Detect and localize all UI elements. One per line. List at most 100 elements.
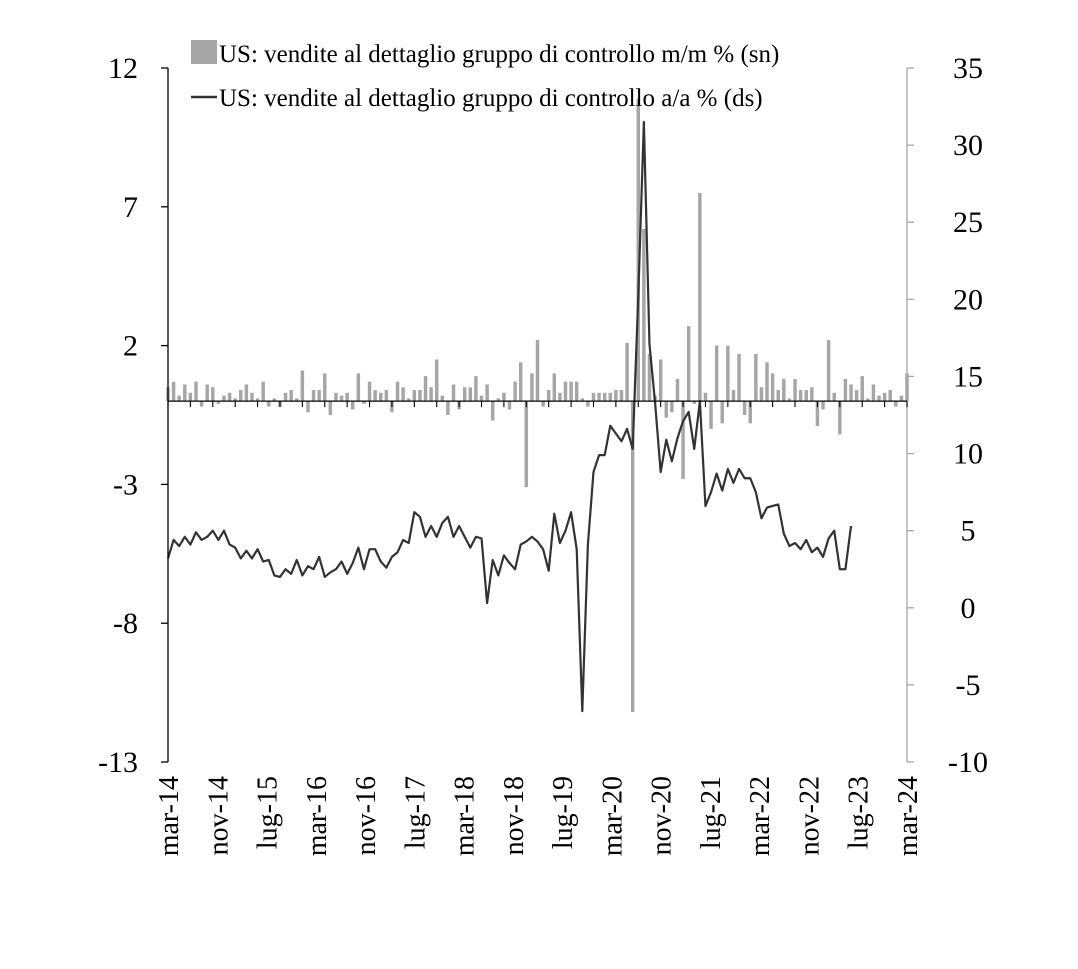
bar-mom	[379, 392, 383, 402]
x-tick-label: nov-16	[351, 776, 382, 855]
bar-mom	[524, 401, 529, 488]
bar-mom	[714, 345, 719, 402]
bar-mom	[804, 390, 808, 402]
x-tick-label: lug-23	[844, 776, 875, 849]
y-left-tick-label: -3	[113, 468, 138, 501]
bar-mom	[569, 381, 573, 402]
bar-mom	[440, 395, 445, 402]
legend-bar-swatch	[191, 40, 217, 64]
bar-mom	[664, 401, 668, 418]
bar-mom	[849, 384, 853, 402]
x-tick-label: nov-18	[499, 776, 530, 855]
legend: US: vendite al dettaglio gruppo di contr…	[191, 40, 779, 112]
bar-mom	[446, 401, 450, 415]
y-right-tick-label: 15	[953, 360, 983, 393]
bar-mom	[490, 401, 495, 421]
bar-mom	[838, 401, 842, 435]
bar-mom	[496, 398, 501, 402]
bar-mom	[485, 384, 489, 402]
legend-line-label: US: vendite al dettaglio gruppo di contr…	[219, 85, 763, 112]
bar-mom	[306, 401, 310, 413]
bar-mom	[625, 342, 629, 402]
bar-mom	[731, 390, 736, 402]
bar-mom	[188, 392, 193, 402]
bar-mom	[462, 387, 467, 402]
bar-mom	[597, 392, 601, 402]
bar-mom	[832, 392, 836, 402]
bar-mom	[866, 398, 870, 402]
y-right-tick-label: 25	[953, 206, 983, 239]
x-tick-label: nov-20	[647, 776, 678, 855]
bar-mom	[591, 392, 596, 402]
bar-mom	[776, 390, 780, 402]
bar-mom	[737, 353, 741, 402]
bar-mom	[239, 390, 243, 402]
bar-mom	[681, 401, 685, 479]
bar-mom	[580, 398, 585, 402]
bar-mom	[860, 376, 864, 402]
bar-mom	[541, 401, 545, 407]
bar-mom	[843, 378, 848, 402]
y-left-tick-label: 12	[108, 52, 138, 85]
line-yoy	[166, 120, 853, 713]
x-tick-label: lug-21	[696, 776, 727, 849]
bar-mom	[418, 390, 422, 402]
bar-mom	[423, 376, 428, 402]
x-tick-label: mar-18	[450, 776, 481, 856]
bar-mom	[177, 395, 181, 402]
bar-mom	[373, 390, 377, 402]
bar-mom	[502, 392, 506, 402]
bar-mom	[250, 392, 254, 402]
bar-mom	[295, 398, 299, 402]
bar-mom	[323, 373, 327, 402]
bar-mom	[244, 384, 249, 402]
bar-mom	[642, 229, 646, 402]
bar-mom	[513, 381, 517, 402]
bar-mom	[351, 401, 355, 410]
bar-mom	[586, 401, 590, 407]
bar-mom	[630, 401, 635, 713]
bar-mom	[412, 390, 417, 402]
bar-mom	[826, 340, 831, 402]
bar-mom	[815, 401, 820, 427]
x-tick-label: lug-17	[400, 776, 431, 849]
bar-mom	[407, 398, 411, 402]
bar-mom	[552, 373, 557, 402]
bar-mom	[384, 390, 389, 402]
bar-mom	[636, 98, 641, 402]
bar-mom	[367, 381, 372, 402]
bar-mom	[199, 401, 204, 407]
bar-mom	[479, 395, 484, 402]
y-right-tick-label: 5	[961, 515, 976, 548]
bar-mom	[782, 378, 786, 402]
y-right-tick-label: 20	[953, 283, 983, 316]
bar-mom	[211, 387, 215, 402]
bar-mom	[742, 401, 747, 415]
y-left-tick-label: 2	[123, 330, 138, 363]
bar-mom	[686, 326, 691, 402]
bar-mom	[787, 398, 792, 402]
bar-mom	[339, 395, 344, 402]
bar-mom	[658, 359, 663, 402]
bar-mom	[255, 398, 260, 402]
bar-mom	[726, 345, 730, 402]
bar-mom	[429, 387, 433, 402]
x-tick-label: mar-16	[302, 776, 333, 856]
bar-mom	[558, 392, 562, 402]
bar-mom	[670, 401, 674, 413]
bar-mom	[574, 381, 579, 402]
bar-mom	[216, 401, 221, 404]
bar-mom	[530, 373, 534, 402]
bar-mom	[563, 381, 568, 402]
x-tick-label: nov-14	[203, 776, 234, 855]
x-tick-label: mar-24	[893, 776, 924, 856]
y-right-tick-label: -10	[948, 746, 988, 779]
y-right-tick-label: 35	[953, 52, 983, 85]
bar-mom	[608, 392, 613, 402]
bar-mom	[546, 390, 551, 402]
bar-mom	[474, 376, 478, 402]
bar-mom	[793, 378, 797, 402]
bar-mom	[507, 401, 512, 410]
bar-mom	[675, 378, 680, 402]
